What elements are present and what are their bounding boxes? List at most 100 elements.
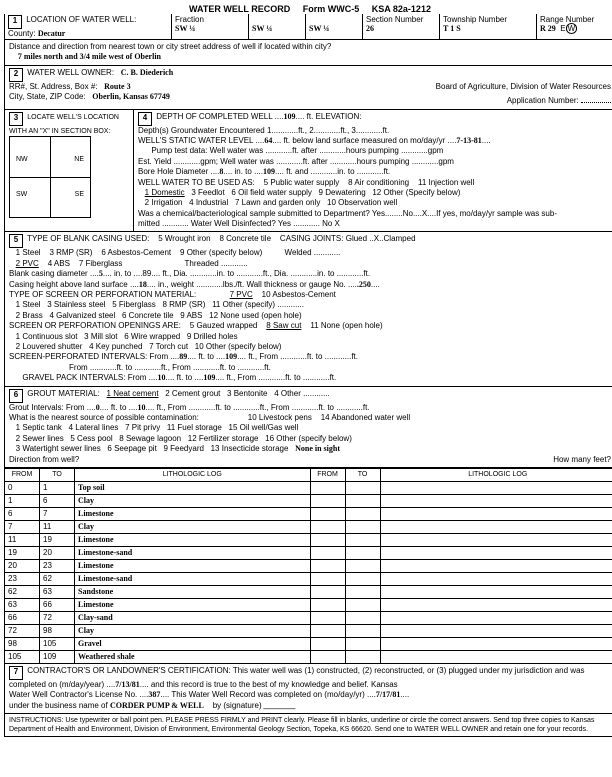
s1: 1 Steel [16,300,41,309]
n9: 9 Feedyard [163,444,203,453]
s9: 9 ABS [180,311,202,320]
use12: 12 Other (Specify below) [372,188,460,197]
litho-cell: Limestone-sand [75,572,311,585]
section-2-number: 2 [9,68,23,82]
c6: 6 Asbestos-Cement [101,248,171,257]
litho-cell [380,611,612,624]
table-row: 711Clay [5,520,612,533]
weld: Welded ............ [285,248,341,257]
use5: 5 Public water supply [264,178,340,187]
o8: 8 Saw cut [266,321,301,330]
s8: 8 RMP (SR) [162,300,205,309]
litho-cell: 19 [5,546,40,559]
litho-cell: 105 [5,650,40,663]
gi-suffix: ft., From ............ft. to ...........… [157,403,370,412]
n6: 6 Seepage pit [107,444,156,453]
section-7-number: 7 [9,666,23,680]
n13: 13 Insecticide storage [211,444,289,453]
range-label: Range Number [540,15,594,24]
n5: 5 Cess pool [70,434,112,443]
signature: ________ [264,701,296,710]
pump-line: Pump test data: Well water was .........… [151,146,443,155]
litho-cell [345,494,380,507]
none-text: None in sight [295,444,340,453]
litho-cell [380,637,612,650]
g2: 2 Cement grout [165,389,220,398]
distance-box: Distance and direction from nearest town… [4,39,612,66]
n14: 14 Abandoned water well [321,413,410,422]
table-row: 1920Limestone-sand [5,546,612,559]
dia-value: 5 [99,269,103,278]
cert-line2b: and this record is true to the best of m… [151,680,398,689]
table-row: 98105Gravel [5,637,612,650]
est-line: Est. Yield ............gpm; Well water w… [138,157,454,166]
litho-cell [345,637,380,650]
table-row: 7298Clay [5,624,612,637]
n4: 4 Lateral lines [69,423,119,432]
litho-cell [310,533,345,546]
n1: 1 Septic tank [16,423,62,432]
litho-cell: 109 [40,650,75,663]
litho-cell [345,533,380,546]
section-5-number: 5 [9,234,23,248]
owner-name: C. B. Diederich [121,68,173,77]
cj-label: CASING JOINTS: [280,234,344,243]
cj-value: Glued ..X..Clamped [346,234,416,243]
litho-cell: 23 [40,559,75,572]
dist-label: Distance and direction from nearest town… [9,42,331,51]
litho-cell [380,585,612,598]
litho-cell [310,650,345,663]
lic-value: 387 [148,690,160,699]
o4: 4 Key punched [89,342,142,351]
use8: 8 Air conditioning [348,178,409,187]
litho-cell: 62 [40,572,75,585]
o6: 6 Wire wrapped [124,332,180,341]
owner-label: WATER WELL OWNER: [27,68,114,77]
depth-label: DEPTH OF COMPLETED WELL [156,112,272,121]
sp-line2: From ............ft. to ............ft.,… [69,363,271,372]
litho-cell: 19 [40,533,75,546]
litho-cell [310,481,345,494]
frac1: SW ¼ [175,24,195,33]
board-text: Board of Agriculture, Division of Water … [436,82,611,91]
litho-cell [310,611,345,624]
litho-cell [380,624,612,637]
table-row: 67Limestone [5,507,612,520]
n8: 8 Sewage lagoon [119,434,181,443]
litho-cell: 66 [40,598,75,611]
litho-cell [310,546,345,559]
litho-cell: 63 [5,598,40,611]
litho-cell: 7 [40,507,75,520]
s2: 2 Brass [16,311,43,320]
s12: 12 None used (open hole) [209,311,302,320]
ft-elev: ft. ELEVATION: [307,112,362,121]
g3: 3 Bentonite [227,389,267,398]
litho-cell [310,624,345,637]
use4: 4 Industrial [189,198,228,207]
table-row: 16Clay [5,494,612,507]
litho-cell: 6 [40,494,75,507]
distance-value: 7 miles north and 3/4 mile west of Oberl… [18,52,161,61]
litho-cell: Limestone [75,559,311,572]
litho-cell [380,494,612,507]
section-1-number: 1 [8,15,22,29]
litho-cell [345,481,380,494]
section-label: Section Number [366,15,423,24]
form-header: WATER WELL RECORD Form WWC-5 KSA 82a-121… [4,4,612,14]
litho-cell [310,559,345,572]
instructions: INSTRUCTIONS: Use typewriter or ball poi… [4,713,612,737]
litho-cell [380,481,612,494]
litho-cell [345,624,380,637]
litho-cell: Top soil [75,481,311,494]
cert-date1: 7/13/81 [115,680,139,689]
s5: 5 Fiberglass [112,300,156,309]
sp-to: ft. to [198,352,214,361]
section-6-number: 6 [9,389,23,403]
gp-label: GRAVEL PACK INTERVALS: From [22,373,146,382]
litho-cell [380,533,612,546]
gp-suffix: ft., From ............ft. to ...........… [226,373,336,382]
litho-cell [345,546,380,559]
cert-date2: 7/17/81 [376,690,400,699]
litho-cell [380,507,612,520]
s6: 6 Concrete tile [122,311,174,320]
